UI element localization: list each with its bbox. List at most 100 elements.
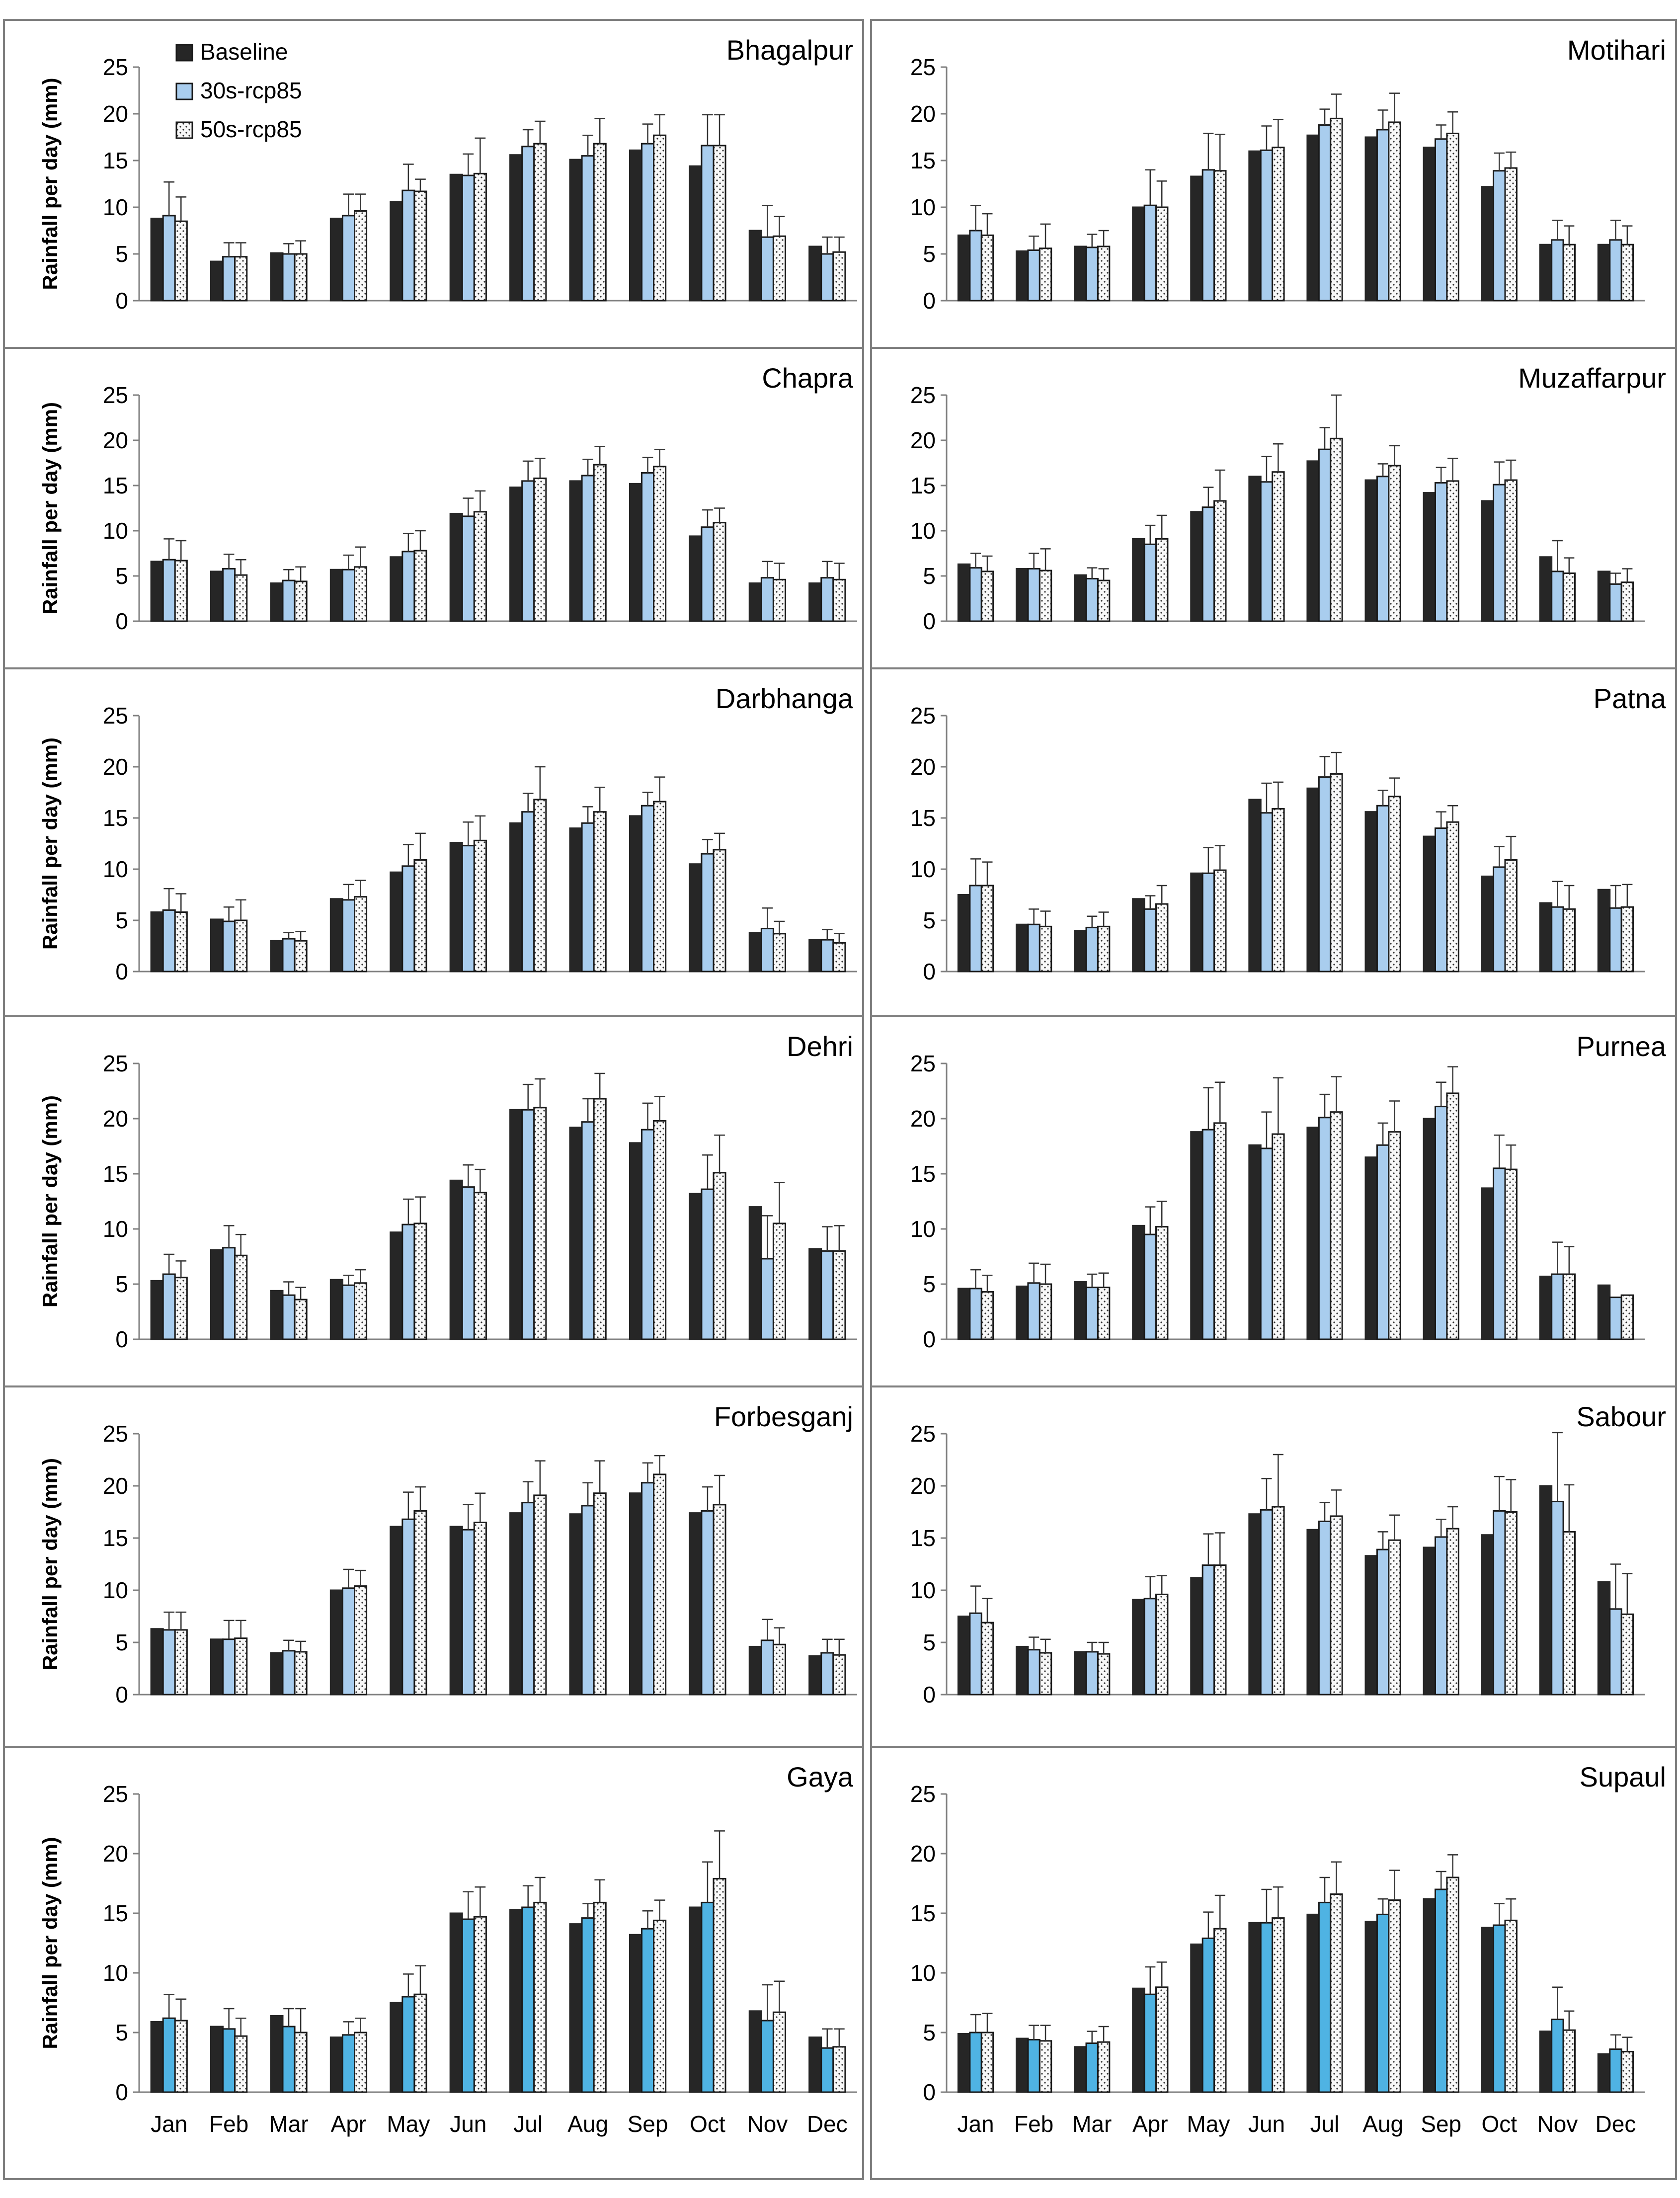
bar-baseline xyxy=(748,1206,762,1340)
panel-title: Supaul xyxy=(1580,1761,1666,1792)
bar-baseline xyxy=(1423,1118,1436,1340)
bar-50s-rcp85 xyxy=(1213,869,1227,973)
panel-frame xyxy=(3,1385,864,1748)
bar-50s-rcp85 xyxy=(1620,2050,1634,2093)
bar-baseline xyxy=(1597,1581,1611,1696)
bar-50s-rcp85 xyxy=(1039,1283,1052,1340)
y-axis-label: Rainfall per day (mm) xyxy=(38,737,62,950)
bar-30s-rcp85 xyxy=(1551,570,1564,622)
bar-30s-rcp85 xyxy=(1027,1649,1040,1696)
bar-30s-rcp85 xyxy=(1551,1273,1564,1340)
bar-50s-rcp85 xyxy=(593,143,607,302)
bar-30s-rcp85 xyxy=(1201,872,1215,973)
y-tick-label: 10 xyxy=(103,1216,128,1242)
bar-baseline xyxy=(509,1109,523,1340)
bar-50s-rcp85 xyxy=(1388,1131,1401,1340)
bar-50s-rcp85 xyxy=(593,1901,607,2093)
bar-30s-rcp85 xyxy=(282,1650,296,1696)
bar-baseline xyxy=(1074,245,1087,302)
bar-30s-rcp85 xyxy=(401,189,415,302)
bar-30s-rcp85 xyxy=(1318,1117,1332,1340)
bar-30s-rcp85 xyxy=(521,146,535,302)
y-tick-label: 20 xyxy=(103,101,128,127)
bar-baseline xyxy=(329,569,343,622)
bar-baseline xyxy=(1132,898,1145,973)
bar-baseline xyxy=(1423,492,1436,622)
bar-baseline xyxy=(1423,1547,1436,1696)
bar-30s-rcp85 xyxy=(282,2026,296,2093)
bar-50s-rcp85 xyxy=(1330,1893,1343,2093)
bar-50s-rcp85 xyxy=(772,235,786,302)
x-tick-label: Aug xyxy=(567,2111,608,2137)
bar-30s-rcp85 xyxy=(282,1294,296,1340)
bar-50s-rcp85 xyxy=(980,1622,994,1696)
panel-frame xyxy=(3,19,864,349)
y-tick-label: 15 xyxy=(910,1161,936,1187)
bar-30s-rcp85 xyxy=(1376,1913,1390,2093)
bar-baseline xyxy=(689,535,703,622)
bar-30s-rcp85 xyxy=(1493,1510,1506,1696)
bar-30s-rcp85 xyxy=(1376,476,1390,622)
bar-50s-rcp85 xyxy=(1039,925,1052,973)
bar-30s-rcp85 xyxy=(1260,812,1274,973)
bar-baseline xyxy=(1248,476,1262,622)
bar-baseline xyxy=(569,1923,583,2093)
bar-30s-rcp85 xyxy=(1201,169,1215,302)
bar-30s-rcp85 xyxy=(282,253,296,302)
bar-baseline xyxy=(569,480,583,622)
y-tick-label: 10 xyxy=(103,1577,128,1603)
bar-50s-rcp85 xyxy=(1272,147,1285,302)
panel-supaul: 0 5 10 15 20 25 Supaul Jan Feb Mar Apr May Jun Jul Aug… xyxy=(870,1746,1677,2180)
bar-30s-rcp85 xyxy=(1027,923,1040,973)
bar-50s-rcp85 xyxy=(1620,244,1634,302)
bar-30s-rcp85 xyxy=(641,1928,655,2093)
bar-baseline xyxy=(629,1492,642,1696)
bar-50s-rcp85 xyxy=(473,1522,487,1696)
bar-50s-rcp85 xyxy=(1272,1506,1285,1696)
bar-50s-rcp85 xyxy=(1097,2041,1111,2093)
bar-30s-rcp85 xyxy=(1493,484,1506,622)
y-tick-label: 5 xyxy=(923,1629,936,1655)
bar-30s-rcp85 xyxy=(1609,583,1622,622)
bar-baseline xyxy=(1132,1987,1145,2093)
y-tick-label: 0 xyxy=(115,2079,128,2105)
bar-50s-rcp85 xyxy=(653,134,667,302)
bar-50s-rcp85 xyxy=(1213,500,1227,622)
bar-baseline xyxy=(957,1288,971,1340)
bar-30s-rcp85 xyxy=(162,215,176,302)
bar-50s-rcp85 xyxy=(832,942,846,973)
bar-baseline xyxy=(1132,206,1145,302)
bar-baseline xyxy=(957,563,971,622)
bar-30s-rcp85 xyxy=(581,475,595,622)
bar-baseline xyxy=(449,1526,463,1696)
bar-30s-rcp85 xyxy=(701,1901,715,2093)
bar-30s-rcp85 xyxy=(341,569,356,622)
bar-30s-rcp85 xyxy=(701,1188,715,1340)
x-tick-label: Nov xyxy=(1537,2111,1578,2137)
bar-baseline xyxy=(1016,1645,1029,1696)
bar-baseline xyxy=(748,1645,762,1696)
bar-50s-rcp85 xyxy=(1097,579,1111,622)
bar-30s-rcp85 xyxy=(1027,249,1040,302)
bar-50s-rcp85 xyxy=(713,849,726,973)
y-tick-label: 5 xyxy=(923,1271,936,1297)
y-tick-label: 10 xyxy=(910,518,936,544)
bar-baseline xyxy=(1539,1275,1553,1340)
bar-30s-rcp85 xyxy=(162,2017,176,2093)
bar-30s-rcp85 xyxy=(641,143,655,302)
bar-baseline xyxy=(1597,570,1611,622)
x-tick-label: Jan xyxy=(957,2111,994,2137)
bar-baseline xyxy=(1306,787,1320,973)
bar-30s-rcp85 xyxy=(760,577,774,622)
bar-50s-rcp85 xyxy=(1213,170,1227,302)
bar-50s-rcp85 xyxy=(593,811,607,973)
bar-30s-rcp85 xyxy=(1260,1147,1274,1340)
bar-30s-rcp85 xyxy=(969,2032,982,2093)
y-tick-label: 0 xyxy=(923,608,936,634)
bar-50s-rcp85 xyxy=(354,1282,368,1340)
bar-50s-rcp85 xyxy=(1504,1168,1518,1340)
bar-30s-rcp85 xyxy=(521,1502,535,1696)
bar-30s-rcp85 xyxy=(1260,1922,1274,2093)
y-tick-label: 25 xyxy=(103,54,128,80)
bar-30s-rcp85 xyxy=(341,2034,356,2093)
